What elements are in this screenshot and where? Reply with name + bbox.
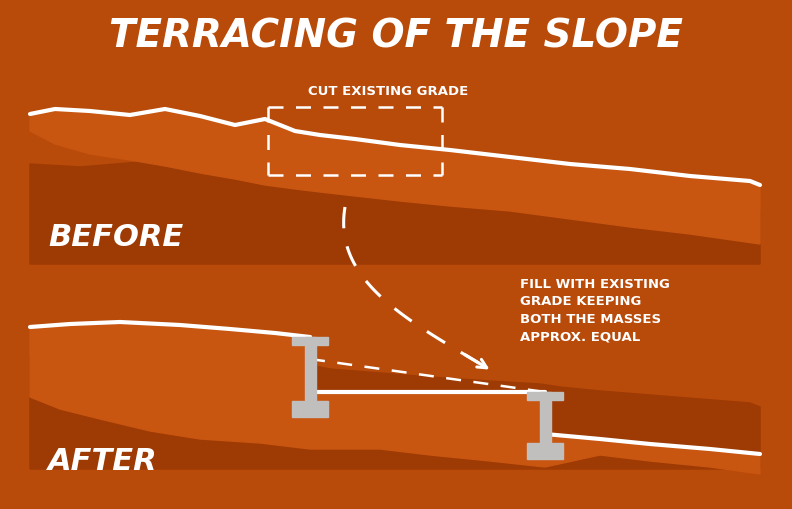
Text: FILL WITH EXISTING
GRADE KEEPING
BOTH THE MASSES
APPROX. EQUAL: FILL WITH EXISTING GRADE KEEPING BOTH TH… [520, 277, 670, 343]
Polygon shape [30, 163, 760, 265]
Text: BEFORE: BEFORE [48, 223, 183, 252]
Polygon shape [292, 337, 328, 345]
Polygon shape [292, 402, 328, 417]
Polygon shape [30, 322, 760, 474]
Polygon shape [527, 443, 563, 459]
Polygon shape [30, 354, 760, 469]
Polygon shape [304, 337, 315, 409]
Polygon shape [539, 392, 550, 451]
Polygon shape [30, 110, 760, 244]
Text: AFTER: AFTER [48, 446, 158, 475]
Polygon shape [527, 392, 563, 400]
Text: TERRACING OF THE SLOPE: TERRACING OF THE SLOPE [109, 17, 683, 55]
Text: CUT EXISTING GRADE: CUT EXISTING GRADE [308, 85, 468, 98]
